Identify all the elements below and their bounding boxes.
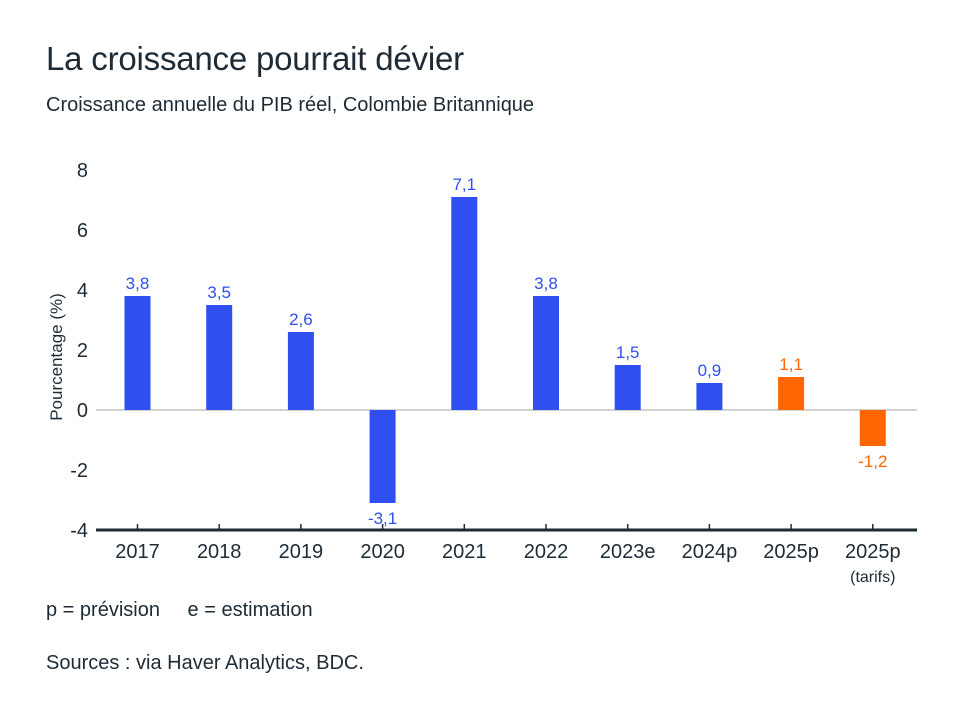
y-tick-label: 8 <box>77 160 88 182</box>
value-label: -3,1 <box>368 509 397 528</box>
bar-2025p-tarifs <box>859 410 886 446</box>
y-tick-label: 2 <box>77 340 88 362</box>
x-tick-sublabel: (tarifs) <box>850 569 895 586</box>
bar-2022 <box>533 296 559 410</box>
value-label: 1,5 <box>616 343 640 362</box>
y-axis-label: Pourcentage (%) <box>47 293 66 421</box>
source-note: Sources : via Haver Analytics, BDC. <box>46 652 364 674</box>
bars <box>124 197 886 503</box>
value-label: 2,6 <box>289 310 313 329</box>
x-tick-label: 2021 <box>442 541 487 563</box>
bar-2020 <box>369 410 396 503</box>
x-tick-label: 2025p <box>845 541 901 563</box>
chart-subtitle: Croissance annuelle du PIB réel, Colombi… <box>46 94 535 116</box>
note-estimate: e = estimation <box>187 599 313 621</box>
value-labels: 3,8 3,5 2,6 -3,1 7,1 3,8 1,5 0,9 1,1 -1,2 <box>126 175 888 528</box>
value-label: 3,8 <box>534 274 558 293</box>
y-tick-label: 0 <box>77 400 88 422</box>
value-label: 3,8 <box>126 274 150 293</box>
y-tick-label: -4 <box>70 520 88 542</box>
value-label: -1,2 <box>858 452 887 471</box>
value-label: 7,1 <box>452 175 476 194</box>
legend-note: p = prévision e = estimation <box>46 599 335 622</box>
x-tick-label: 2024p <box>682 541 738 563</box>
x-tick-label: 2022 <box>524 541 569 563</box>
value-label: 1,1 <box>779 355 803 374</box>
x-tick-label: 2020 <box>360 541 405 563</box>
bar-2017 <box>124 296 151 410</box>
value-label: 0,9 <box>698 361 722 380</box>
x-tick-label: 2019 <box>279 541 324 563</box>
y-tick-label: 4 <box>77 280 88 302</box>
bar-2023e <box>614 365 641 410</box>
bar-chart: -4 -2 0 2 4 6 8 Pourcentage (%) 3,8 3,5 2,6 -3,1 7… <box>47 160 917 586</box>
bar-2018 <box>206 305 233 410</box>
bar-2025p <box>778 377 805 410</box>
y-tick-label: 6 <box>77 220 88 242</box>
x-tick-label: 2017 <box>115 541 160 563</box>
x-tick-label: 2023e <box>600 541 656 563</box>
y-tick-label: -2 <box>70 460 88 482</box>
bar-2024p <box>696 383 723 410</box>
value-label: 3,5 <box>207 283 231 302</box>
bar-2021 <box>451 197 478 410</box>
chart-title: La croissance pourrait dévier <box>46 40 464 77</box>
x-tick-label: 2018 <box>197 541 242 563</box>
y-axis-ticks: -4 -2 0 2 4 6 8 <box>70 160 88 542</box>
bar-2019 <box>287 332 314 410</box>
x-axis-ticks: 2017 2018 2019 2020 2021 2022 2023e 2024p 2025p 2… <box>115 524 901 586</box>
note-forecast: p = prévision <box>46 599 160 621</box>
x-tick-label: 2025p <box>763 541 819 563</box>
